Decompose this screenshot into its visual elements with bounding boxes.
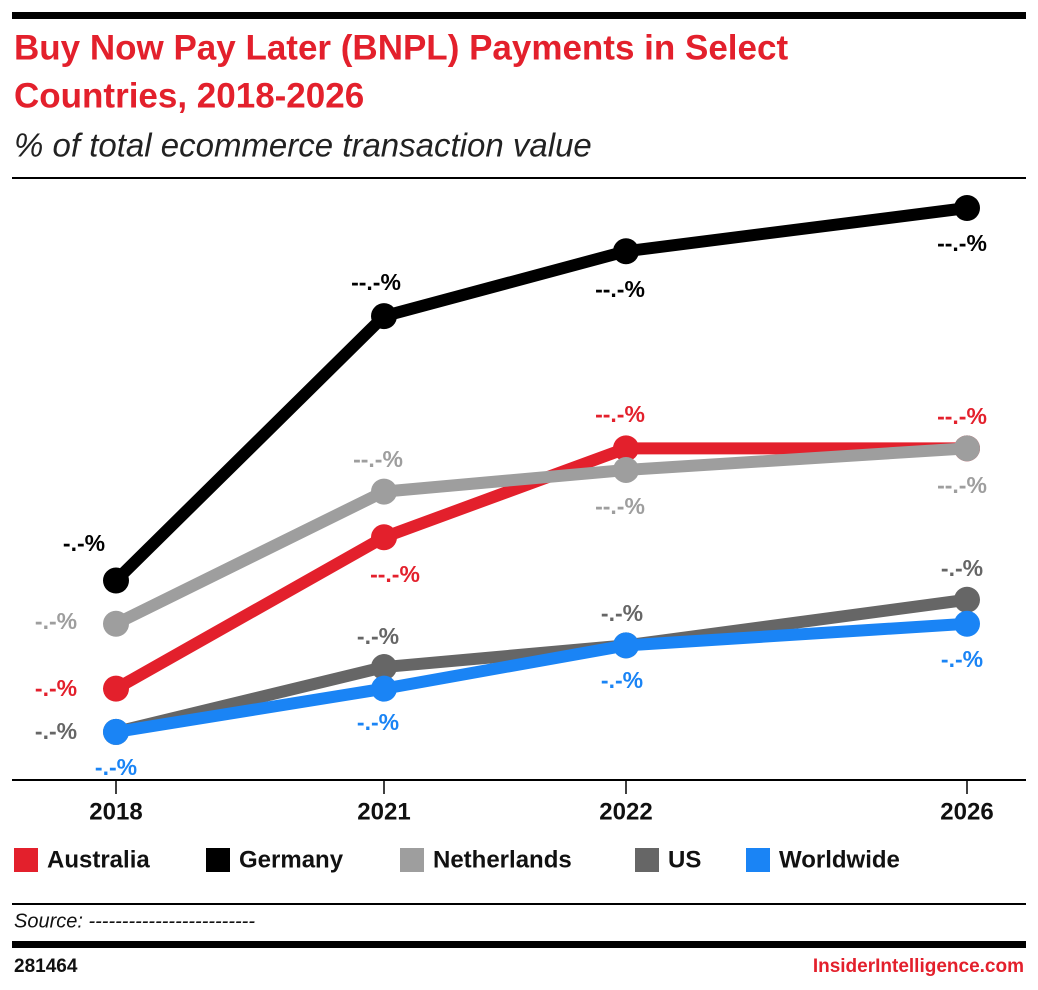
chart-subtitle: % of total ecommerce transaction value xyxy=(14,127,592,164)
legend-label: Australia xyxy=(47,846,150,873)
legend: Australia Germany Netherlands US Worldwide xyxy=(14,846,900,873)
point xyxy=(371,478,397,505)
data-label: -.-% xyxy=(357,623,399,649)
series-line xyxy=(111,202,968,585)
point xyxy=(613,435,639,462)
source: Source: ------------------------- xyxy=(14,910,255,932)
data-label: -.-% xyxy=(35,608,77,634)
x-tick-label: 2026 xyxy=(940,798,993,825)
point xyxy=(613,238,639,265)
legend-swatch xyxy=(400,848,424,872)
data-label: -.-% xyxy=(35,675,77,701)
legend-swatch xyxy=(14,848,38,872)
legend-swatch xyxy=(746,848,770,872)
point xyxy=(371,524,397,551)
data-label: --.-% xyxy=(370,561,420,587)
data-label: --.-% xyxy=(351,269,401,295)
series-line xyxy=(113,442,968,630)
chart-title: Buy Now Pay Later (BNPL) Payments in Sel… xyxy=(14,28,788,67)
legend-label: Netherlands xyxy=(433,846,572,873)
rule xyxy=(12,177,1026,179)
legend-swatch xyxy=(635,848,659,872)
legend-label: US xyxy=(668,846,701,873)
data-label: --.-% xyxy=(353,446,403,472)
x-tick-label: 2021 xyxy=(357,798,410,825)
point xyxy=(954,195,980,221)
data-label: --.-% xyxy=(595,493,645,519)
series-line xyxy=(115,617,968,738)
point xyxy=(371,675,397,702)
point xyxy=(103,610,129,637)
x-tick-label: 2018 xyxy=(89,798,142,825)
point xyxy=(103,718,129,745)
data-label: -.-% xyxy=(357,709,399,735)
plot: 2018 2021 2022 2026-.-%--.-%--.-% --.-%-.-%-… xyxy=(35,195,994,825)
chart-id: 281464 xyxy=(14,956,78,977)
top-bar xyxy=(12,12,1026,19)
point xyxy=(613,456,639,483)
data-label: --.-% xyxy=(937,472,987,498)
x-tick-label: 2022 xyxy=(599,798,652,825)
data-label: --.-% xyxy=(595,401,645,427)
brand: InsiderIntelligence.com xyxy=(813,956,1024,977)
point xyxy=(103,675,129,702)
series-line xyxy=(113,442,967,694)
point xyxy=(371,303,397,330)
data-label: --.-% xyxy=(595,276,645,302)
series-line xyxy=(114,593,968,738)
legend-swatch xyxy=(206,848,230,872)
chart-title: Countries, 2018-2026 xyxy=(14,76,364,115)
legend-label: Worldwide xyxy=(779,846,900,873)
rule xyxy=(12,903,1026,905)
data-label: -.-% xyxy=(601,600,643,626)
data-label: -.-% xyxy=(601,667,643,693)
x-axis xyxy=(12,779,1026,781)
legend-label: Germany xyxy=(239,846,344,873)
data-label: --.-% xyxy=(937,403,987,429)
point xyxy=(103,567,129,594)
point xyxy=(371,654,397,681)
point xyxy=(954,586,980,613)
data-label: --.-% xyxy=(937,230,987,256)
bottom-bar xyxy=(12,941,1026,948)
point xyxy=(954,435,980,462)
data-label: -.-% xyxy=(63,530,105,556)
data-label: -.-% xyxy=(95,754,137,780)
data-label: -.-% xyxy=(941,555,983,581)
data-label: -.-% xyxy=(941,646,983,672)
point xyxy=(613,632,639,659)
data-label: -.-% xyxy=(35,718,77,744)
point xyxy=(954,610,980,637)
